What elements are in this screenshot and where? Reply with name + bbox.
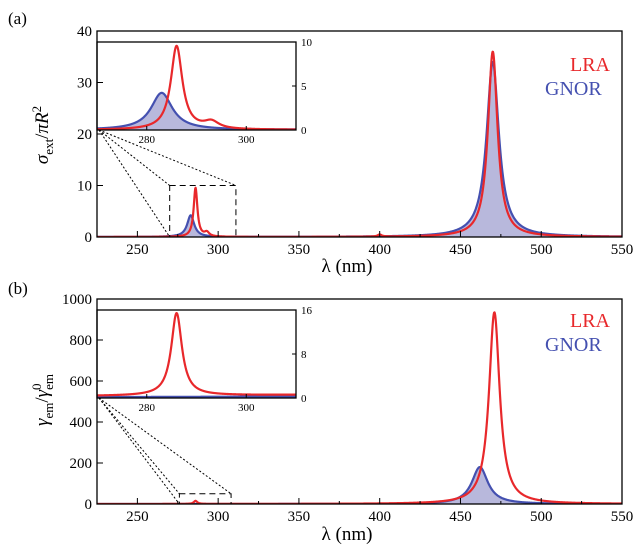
panel-b-xtick-label: 350 (288, 509, 311, 525)
panel-b-axes: 250 300 350 400 450 500 550 0 200 400 600 800 1000 (62, 292, 633, 525)
panel-b-zoom-guide (98, 397, 232, 495)
panel-a-ytick-label: 40 (77, 24, 92, 40)
panel-a-zoom-guide (98, 129, 171, 186)
panel-a-inset-gnor-area (97, 92, 296, 130)
panel-a-xtick-label: 500 (530, 242, 553, 258)
panel-b-frame (96, 298, 623, 505)
panel-b-ylabel: γem/γem0 (29, 374, 56, 426)
panel-a-xtick-label: 450 (449, 242, 472, 258)
panel-a-inset-xtick-label: 280 (139, 134, 156, 146)
panel-b-inset-ytick-label: 16 (301, 305, 313, 317)
panel-a-label: (a) (8, 9, 27, 28)
panel-b-xtick-label: 550 (611, 509, 634, 525)
panel-b-ytick-label: 400 (70, 415, 93, 431)
panel-b-inset-ytick-label: 8 (301, 349, 307, 361)
panel-a-ytick-label: 20 (77, 127, 92, 143)
panel-b-legend-lra: LRA (570, 310, 611, 332)
panel-b-xtick-label: 400 (368, 509, 391, 525)
panel-a-ytick-label: 30 (77, 76, 92, 92)
panel-a-main-gnor-area (97, 61, 622, 237)
panel-a-ytick-label: 10 (77, 179, 92, 195)
panel-b-inset-gnor-line (97, 395, 296, 398)
panel-a-xtick-label: 250 (126, 242, 149, 258)
panel-b-zoom-box (178, 493, 232, 505)
panel-b-main-gnor-line (97, 466, 622, 504)
panel-a-xlabel: λ (nm) (322, 256, 373, 277)
panel-b-ytick-label: 1000 (62, 292, 92, 308)
panel-b-xtick-label: 450 (449, 509, 472, 525)
panel-a-inset: 280 300 0 5 10 (96, 37, 313, 146)
panel-a-inset-background (97, 42, 296, 130)
panel-b-inset: 280 300 0 8 16 (96, 305, 313, 414)
panel-b-inset-ytick-label: 0 (301, 393, 307, 405)
panel-b-ytick-label: 800 (70, 333, 93, 349)
panel-b-label: (b) (8, 279, 28, 298)
panel-b-zoom-guides (98, 397, 232, 505)
panel-a-axes: 250 300 350 400 450 500 550 0 10 20 30 40 (77, 24, 633, 258)
panel-b-xtick-label: 500 (530, 509, 553, 525)
panel-a-zoom-guide (98, 129, 237, 186)
panel-a-xtick-label: 550 (611, 242, 634, 258)
panel-a-inset-ytick-label: 10 (301, 37, 313, 49)
panel-b-ytick-label: 0 (85, 497, 93, 513)
panel-a-inset-xtick-label: 300 (238, 134, 255, 146)
panel-a-legend-gnor: GNOR (545, 78, 602, 100)
panel-b-xlabel: λ (nm) (322, 524, 373, 545)
panel-a-ytick-label: 0 (85, 230, 93, 246)
panel-a-ylabel: σext/πR2 (29, 106, 56, 164)
panel-b-legend-gnor: GNOR (545, 334, 602, 356)
panel-b-xtick-label: 250 (126, 509, 149, 525)
panel-a-zoom-box (169, 185, 237, 238)
panel-b-main-gnor-area (97, 467, 622, 504)
panel-b-inset-background (97, 310, 296, 398)
panel-b-inset-xtick-label: 300 (238, 402, 255, 414)
panel-b-inset-lra-line (97, 312, 296, 397)
panel-b-inset-xtick-label: 280 (139, 402, 156, 414)
panel-a-legend-lra: LRA (570, 54, 611, 76)
panel-a-zoom-guides (98, 129, 237, 238)
panel-a-xtick-label: 400 (368, 242, 391, 258)
panel-a-xtick-label: 300 (207, 242, 230, 258)
panel-a-xtick-label: 350 (288, 242, 311, 258)
panel-b-ytick-label: 200 (70, 456, 93, 472)
panel-b-xtick-label: 300 (207, 509, 230, 525)
panel-a-zoom-guide (98, 129, 171, 238)
panel-b-zoom-guide (98, 397, 180, 495)
panel-a-inset-ytick-label: 0 (301, 125, 307, 137)
panel-b-ytick-label: 600 (70, 374, 93, 390)
panel-a-inset-lra-line (97, 44, 296, 130)
panel-b: (b) 280 300 0 8 16 250 300 350 400 450 500 550 0 200… (8, 279, 633, 545)
panel-a-inset-ytick-label: 5 (301, 81, 307, 93)
